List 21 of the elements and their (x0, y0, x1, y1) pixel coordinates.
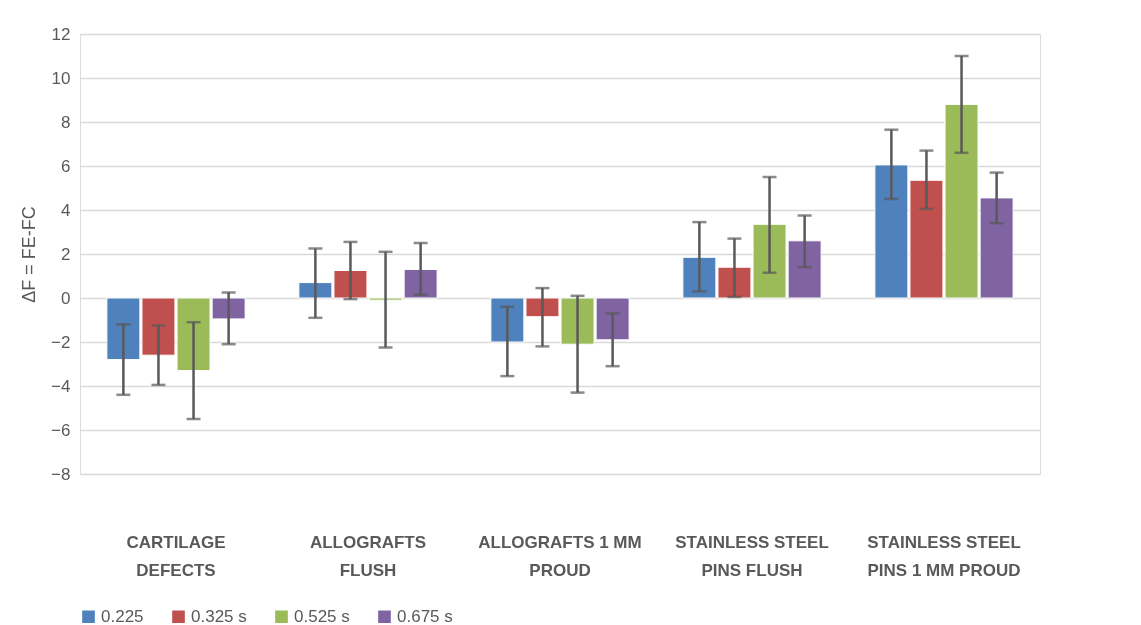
y-tick-label: −6 (51, 420, 71, 440)
y-tick-label: 12 (51, 24, 71, 44)
y-tick-label: 4 (61, 200, 71, 220)
y-tick-label: 8 (61, 112, 71, 132)
y-tick-label: −2 (51, 332, 71, 352)
y-tick-label: 0 (61, 288, 71, 308)
legend-label: 0.225 (101, 606, 144, 625)
x-tick-label: ALLOGRAFTS 1 MM PROUD (478, 532, 642, 580)
y-axis-title: ΔF = FE-FC (19, 206, 40, 303)
legend-label: 0.675 s (397, 606, 453, 625)
x-tick-label: CARTILAGE DEFECTS (126, 532, 226, 580)
legend-label: 0.525 s (294, 606, 350, 625)
y-tick-label: 6 (61, 156, 71, 176)
legend-label: 0.325 s (191, 606, 247, 625)
y-tick-label: −8 (51, 464, 71, 484)
x-tick-label: ALLOGRAFTS FLUSH (309, 532, 427, 580)
y-tick-label: 10 (51, 68, 71, 88)
y-tick-label: −4 (51, 376, 71, 396)
x-tick-label: STAINLESS STEEL PINS FLUSH (675, 532, 829, 580)
x-tick-label: STAINLESS STEEL PINS 1 MM PROUD (867, 532, 1021, 580)
y-tick-label: 2 (61, 244, 71, 264)
